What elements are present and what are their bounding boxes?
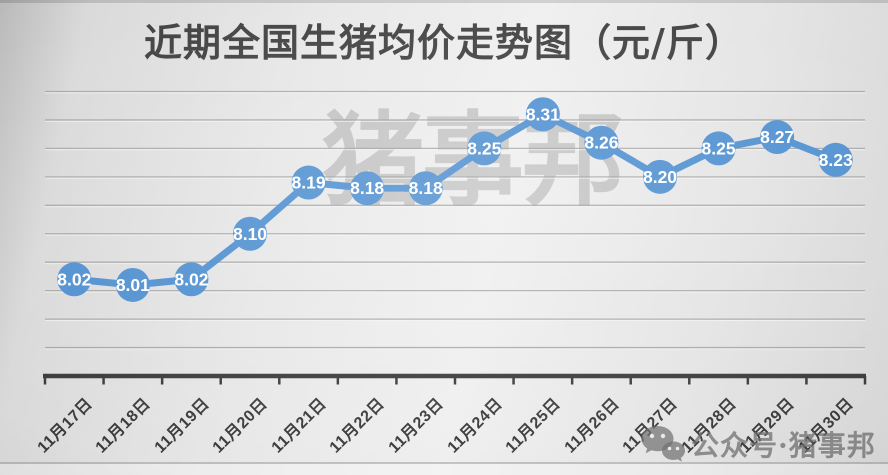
data-point-label: 8.23 xyxy=(819,150,853,170)
data-point-label: 8.18 xyxy=(409,178,443,198)
data-point xyxy=(525,97,560,132)
data-point-label: 8.10 xyxy=(233,224,267,244)
data-point-label: 8.26 xyxy=(584,133,618,153)
data-point xyxy=(760,120,795,155)
data-point xyxy=(350,171,385,206)
data-point-label: 8.25 xyxy=(467,138,501,158)
data-point-label: 8.20 xyxy=(643,167,677,187)
data-point-label: 8.01 xyxy=(116,275,150,295)
data-point xyxy=(643,159,677,194)
bottom-watermark: 公众号·猪事邦 xyxy=(640,424,876,464)
data-point xyxy=(57,262,92,297)
data-point xyxy=(584,125,619,160)
data-point xyxy=(233,216,267,251)
data-point xyxy=(408,171,443,206)
wechat-icon xyxy=(641,426,685,462)
bottom-watermark-text: 公众号·猪事邦 xyxy=(691,429,876,462)
top-edge-strip xyxy=(0,0,888,3)
data-point-label: 8.31 xyxy=(526,104,560,124)
data-point xyxy=(115,267,150,302)
data-point xyxy=(701,131,736,166)
data-point-label: 8.19 xyxy=(292,173,326,193)
data-point-label: 8.02 xyxy=(57,269,91,289)
data-point-label: 8.02 xyxy=(174,269,208,289)
chart-title: 近期全国生猪均价走势图（元/斤） xyxy=(144,20,744,65)
data-point-label: 8.27 xyxy=(760,127,794,147)
data-point xyxy=(818,142,853,177)
data-point xyxy=(291,165,326,200)
bottom-divider-line xyxy=(0,462,888,464)
data-point-label: 8.18 xyxy=(350,178,384,198)
data-point xyxy=(467,131,502,166)
bottom-strip xyxy=(0,464,888,475)
data-point xyxy=(174,262,209,297)
data-point-label: 8.25 xyxy=(702,138,736,158)
